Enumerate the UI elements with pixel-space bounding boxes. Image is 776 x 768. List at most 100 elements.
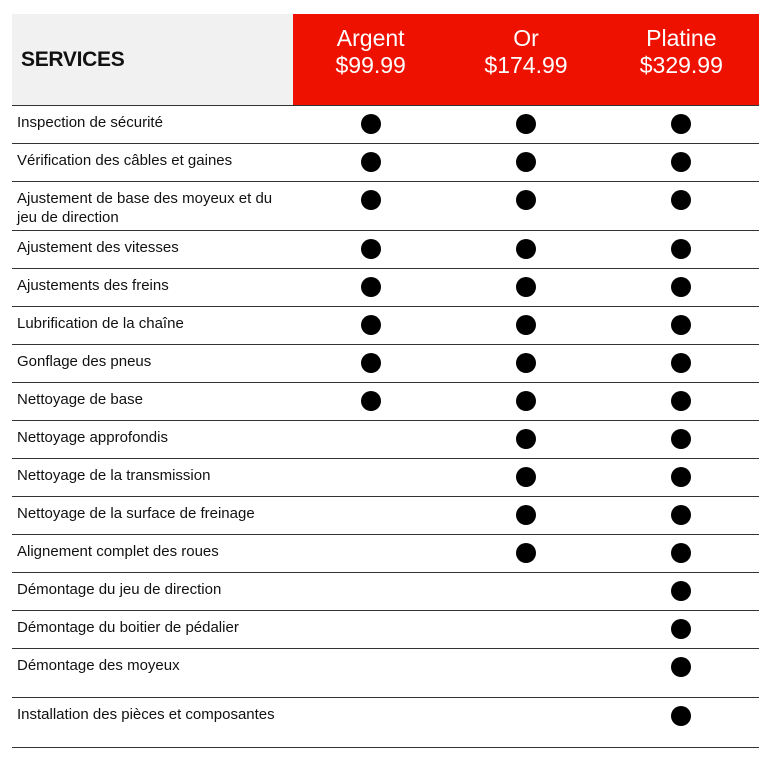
plan-cell	[604, 421, 759, 458]
included-dot-icon	[671, 505, 692, 525]
table-row: Nettoyage approfondis	[12, 421, 759, 459]
included-dot-icon	[515, 239, 536, 259]
service-label: Ajustement de base des moyeux et du jeu …	[17, 190, 273, 226]
included-dot-icon	[360, 353, 381, 373]
plan-cell	[293, 231, 448, 268]
plan-cell	[448, 649, 603, 697]
included-dot-icon	[671, 619, 692, 639]
plan-cell	[448, 698, 603, 747]
included-dot-icon	[360, 277, 381, 297]
plan-cell	[448, 182, 603, 230]
included-dot-icon	[515, 190, 536, 210]
plan-cell	[604, 698, 759, 747]
included-dot-icon	[515, 429, 536, 449]
service-label: Lubrification de la chaîne	[17, 315, 184, 332]
table-row: Ajustements des freins	[12, 269, 759, 307]
plan-cell	[448, 535, 603, 572]
plan-cell	[604, 106, 759, 143]
plan-cell	[604, 231, 759, 268]
plan-cell	[448, 307, 603, 344]
plan-cell	[604, 535, 759, 572]
plan-cell	[293, 497, 448, 534]
table-row: Alignement complet des roues	[12, 535, 759, 573]
table-row: Nettoyage de base	[12, 383, 759, 421]
plan-cell	[448, 106, 603, 143]
service-label: Alignement complet des roues	[17, 543, 219, 560]
plan-cell	[293, 269, 448, 306]
plan-cell	[604, 269, 759, 306]
included-dot-icon	[360, 315, 381, 335]
plan-cell	[293, 421, 448, 458]
service-label: Vérification des câbles et gaines	[17, 152, 233, 169]
included-dot-icon	[360, 391, 381, 411]
plan-cell	[448, 231, 603, 268]
table-row: Démontage du boitier de pédalier	[12, 611, 759, 649]
plan-price: $329.99	[639, 52, 723, 78]
plan-name: Or	[513, 25, 539, 51]
service-label: Nettoyage approfondis	[17, 429, 168, 446]
included-dot-icon	[515, 114, 536, 134]
included-dot-icon	[671, 114, 692, 134]
included-dot-icon	[360, 152, 381, 172]
included-dot-icon	[671, 657, 692, 677]
included-dot-icon	[515, 277, 536, 297]
table-body: Inspection de sécurité Vérification des c…	[12, 106, 759, 748]
table-row: Nettoyage de la transmission	[12, 459, 759, 497]
included-dot-icon	[515, 152, 536, 172]
plan-cell	[293, 383, 448, 420]
plan-cell	[604, 573, 759, 610]
included-dot-icon	[671, 706, 692, 726]
plan-cell	[604, 307, 759, 344]
table-row: Vérification des câbles et gaines	[12, 144, 759, 182]
plan-name: Platine	[646, 25, 717, 51]
plan-cell	[604, 182, 759, 230]
plan-cell	[448, 573, 603, 610]
plan-header-argent: Argent $99.99	[293, 14, 448, 105]
plan-cell	[448, 269, 603, 306]
table-row: Lubrification de la chaîne	[12, 307, 759, 345]
included-dot-icon	[515, 543, 536, 563]
service-label: Nettoyage de la transmission	[17, 467, 211, 484]
plan-cell	[293, 649, 448, 697]
included-dot-icon	[515, 391, 536, 411]
included-dot-icon	[360, 190, 381, 210]
plan-cell	[604, 144, 759, 181]
table-row: Inspection de sécurité	[12, 106, 759, 144]
services-header-label: SERVICES	[21, 47, 125, 71]
table-row: Ajustement des vitesses	[12, 231, 759, 269]
table-row: Ajustement de base des moyeux et du jeu …	[12, 182, 759, 231]
plan-cell	[448, 144, 603, 181]
included-dot-icon	[515, 467, 536, 487]
plan-cell	[448, 497, 603, 534]
plan-header-platine: Platine $329.99	[604, 14, 759, 105]
table-row: Nettoyage de la surface de freinage	[12, 497, 759, 535]
included-dot-icon	[671, 353, 692, 373]
table-row: Démontage des moyeux	[12, 649, 759, 698]
plan-cell	[604, 497, 759, 534]
plan-cell	[293, 307, 448, 344]
plan-cell	[604, 649, 759, 697]
service-label: Gonflage des pneus	[17, 353, 152, 370]
plan-header-or: Or $174.99	[448, 14, 603, 105]
plan-cell	[604, 459, 759, 496]
included-dot-icon	[671, 429, 692, 449]
included-dot-icon	[671, 315, 692, 335]
plan-cell	[293, 535, 448, 572]
table-header: SERVICES Argent $99.99 Or $174.99 Platin…	[12, 14, 759, 106]
service-label: Nettoyage de la surface de freinage	[17, 505, 255, 522]
service-label: Démontage des moyeux	[17, 657, 180, 674]
included-dot-icon	[671, 391, 692, 411]
plan-cell	[448, 459, 603, 496]
plan-cell	[293, 611, 448, 648]
included-dot-icon	[671, 277, 692, 297]
plan-cell	[448, 611, 603, 648]
plan-cell	[293, 144, 448, 181]
service-label: Démontage du boitier de pédalier	[17, 619, 239, 636]
plan-price: $99.99	[335, 52, 406, 78]
service-label: Inspection de sécurité	[17, 114, 163, 131]
included-dot-icon	[671, 152, 692, 172]
included-dot-icon	[360, 114, 381, 134]
services-header-cell: SERVICES	[12, 14, 293, 105]
included-dot-icon	[515, 353, 536, 373]
plan-cell	[604, 345, 759, 382]
